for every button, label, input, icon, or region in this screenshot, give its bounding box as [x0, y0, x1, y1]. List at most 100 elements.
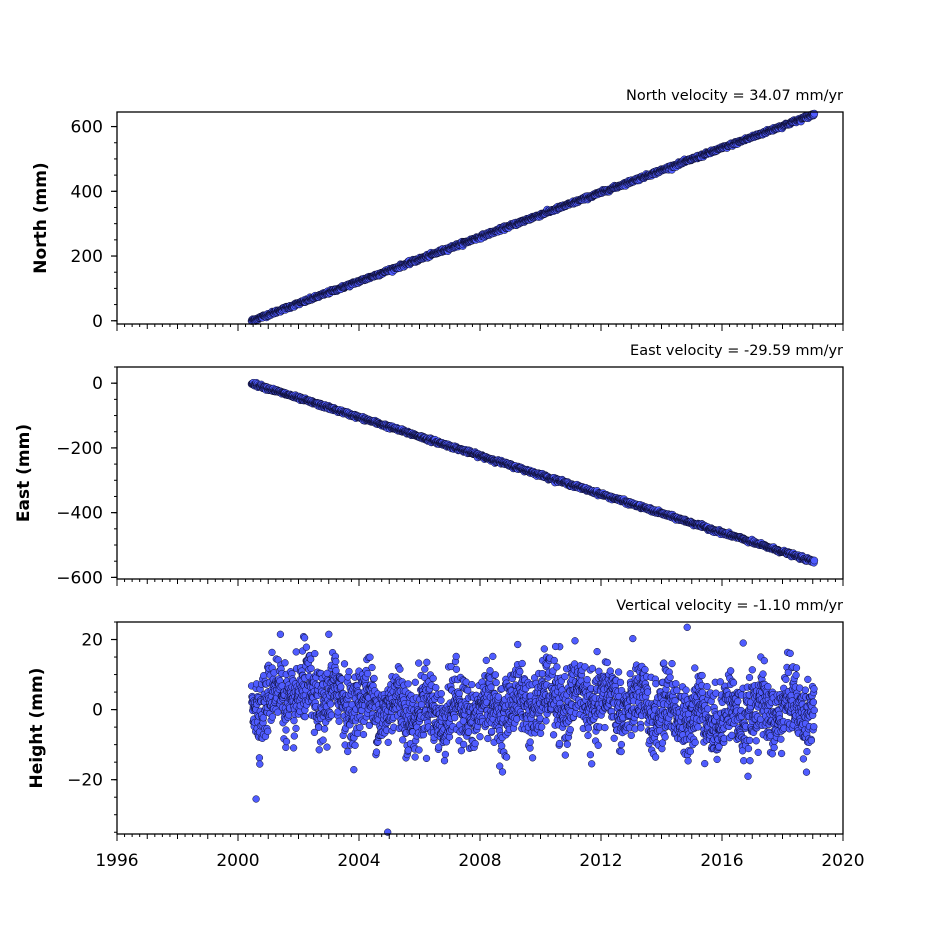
data-point	[255, 754, 264, 762]
data-point	[301, 713, 309, 721]
data-point	[289, 744, 298, 752]
data-point	[528, 754, 537, 762]
data-point	[610, 734, 618, 742]
data-point	[451, 714, 459, 722]
data-point	[292, 724, 300, 733]
data-point	[350, 766, 358, 774]
data-point	[468, 680, 476, 689]
data-point	[340, 660, 349, 668]
data-point	[282, 737, 291, 746]
data-point	[617, 740, 626, 749]
data-point	[411, 753, 419, 761]
data-point	[452, 652, 460, 661]
north-velocity-label: North velocity = 34.07 mm/yr	[626, 88, 843, 104]
data-point	[584, 731, 592, 740]
data-point	[651, 753, 660, 761]
data-point	[629, 634, 637, 643]
data-point	[441, 750, 450, 759]
y-tick-label: 600	[71, 118, 103, 138]
data-point	[810, 556, 819, 565]
data-point	[626, 670, 634, 678]
data-point	[422, 754, 431, 763]
data-point	[411, 678, 419, 686]
data-point	[660, 659, 668, 667]
data-point	[566, 725, 574, 734]
data-point	[344, 747, 352, 756]
data-point	[415, 659, 423, 667]
data-point	[440, 757, 449, 765]
data-point	[643, 688, 652, 696]
data-point	[614, 668, 623, 676]
data-point	[351, 741, 359, 749]
data-point	[366, 653, 374, 661]
data-point	[471, 739, 479, 748]
data-point	[437, 689, 445, 698]
data-point	[372, 748, 381, 756]
data-point	[384, 738, 392, 747]
data-point	[586, 751, 595, 759]
data-point	[488, 727, 496, 736]
data-point	[326, 700, 335, 708]
vertical-velocity-label: Vertical velocity = -1.10 mm/yr	[616, 598, 843, 614]
data-point	[601, 723, 609, 732]
data-point	[661, 733, 669, 741]
data-point	[368, 663, 376, 672]
data-point	[668, 659, 676, 668]
data-point	[588, 760, 596, 768]
data-point	[627, 731, 635, 740]
y-tick-label: 0	[92, 312, 103, 332]
data-point	[502, 753, 511, 761]
data-point	[518, 659, 526, 668]
data-point	[584, 724, 593, 732]
data-point	[542, 717, 550, 725]
y-tick-label: −200	[56, 439, 103, 459]
data-point	[332, 657, 340, 666]
data-point	[583, 675, 591, 684]
data-point	[550, 656, 558, 665]
north-axis-label: North (mm)	[31, 162, 51, 273]
data-point	[396, 665, 404, 673]
data-point	[538, 723, 546, 731]
height-axis-label: Height (mm)	[27, 668, 47, 789]
data-point	[553, 663, 561, 671]
data-point	[302, 643, 311, 651]
data-point	[555, 739, 564, 748]
y-tick-label: 200	[71, 247, 103, 267]
data-point	[514, 640, 522, 649]
data-point	[323, 743, 331, 751]
data-point	[561, 672, 569, 681]
east-velocity-label: East velocity = -29.59 mm/yr	[630, 343, 843, 359]
data-point	[264, 727, 272, 735]
data-point	[637, 724, 645, 732]
data-point	[616, 678, 625, 687]
data-point	[652, 680, 660, 688]
y-tick-label: −400	[56, 504, 103, 524]
data-point	[476, 733, 484, 741]
data-point	[459, 740, 468, 749]
data-point	[588, 664, 597, 673]
data-point	[549, 731, 558, 739]
data-point	[319, 736, 327, 744]
data-point	[540, 645, 548, 653]
data-point	[359, 730, 368, 739]
data-point	[526, 744, 534, 752]
data-point	[315, 746, 323, 754]
data-point	[399, 736, 407, 744]
data-point	[290, 717, 298, 725]
data-point	[327, 711, 336, 719]
data-point	[307, 655, 315, 663]
data-point	[489, 652, 497, 661]
data-point	[290, 732, 298, 740]
data-point	[457, 747, 466, 755]
data-point	[498, 742, 506, 750]
data-point	[292, 648, 300, 656]
east-axis-label: East (mm)	[14, 424, 34, 522]
data-point	[666, 673, 674, 681]
data-point	[423, 658, 431, 666]
data-point	[332, 667, 340, 675]
north-points	[247, 109, 819, 325]
data-point	[415, 746, 423, 754]
data-point	[335, 717, 343, 725]
